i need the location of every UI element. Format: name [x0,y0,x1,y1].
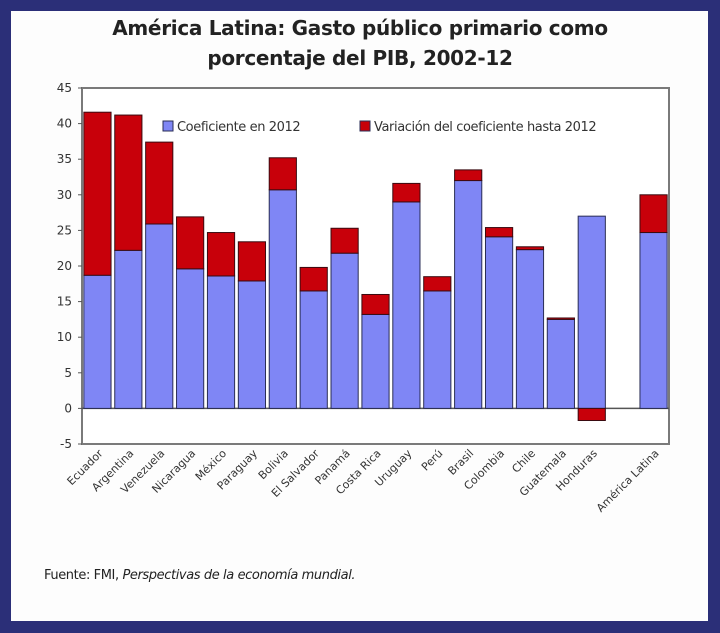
y-tick-label: 40 [57,117,72,131]
bar-variacion [268,157,297,191]
bar-variacion [176,216,205,270]
bar-coeficiente [454,180,483,409]
bar-variacion [423,276,452,292]
y-tick-label: 30 [57,188,72,202]
bar-coeficiente [114,249,143,409]
bar-variacion [515,246,545,251]
bar-variacion [577,407,606,422]
legend-swatch-variacion [359,120,371,132]
y-tick-label: 10 [57,330,72,344]
legend-label-coeficiente: Coeficiente en 2012 [177,120,300,135]
y-tick-label: 35 [57,152,72,166]
bar-coeficiente [299,290,328,409]
bar-variacion [237,241,267,282]
chart-title-line-1: América Latina: Gasto público primario c… [112,16,608,40]
bar-coeficiente [423,290,452,409]
bar-variacion [83,111,112,276]
y-tick-label: 5 [64,366,72,380]
bar-coeficiente [206,275,236,409]
y-tick-label: 45 [57,81,72,95]
bar-variacion [454,169,483,182]
bar-coeficiente [176,268,205,409]
source-title: Perspectivas de la economía mundial. [122,568,356,583]
y-tick-label: 0 [64,401,72,415]
bar-coeficiente [237,280,267,409]
legend-label-variacion: Variación del coeficiente hasta 2012 [374,120,596,135]
x-tick-label: Chile [509,447,538,476]
y-tick-label: 15 [57,295,72,309]
bar-coeficiente [639,232,668,409]
bar-variacion [639,194,668,234]
legend: Coeficiente en 2012 Variación del coefici… [162,120,597,135]
bar-coeficiente [546,318,575,409]
bar-variacion [299,266,328,292]
bar-coeficiente [145,223,174,409]
legend-swatch-coeficiente [162,120,174,132]
y-axis: -5 0 5 10 15 20 25 30 35 40 45 [57,81,82,451]
bar-coeficiente [515,249,545,409]
bar-coeficiente [268,189,297,409]
x-tick-label: América Latina [594,447,662,515]
source-note: Fuente: FMI, Perspectivas de la economía… [44,568,356,583]
bar-coeficiente [330,252,359,409]
bar-coeficiente [577,215,606,409]
bar-variacion [145,141,174,225]
bar-variacion [484,227,514,238]
y-tick-label: 25 [57,223,72,237]
y-tick-label: 20 [57,259,72,273]
y-tick-label: -5 [60,437,72,451]
bar-variacion [546,317,575,320]
bar-variacion [361,293,390,315]
bar-coeficiente [361,313,390,409]
x-tick-label: Perú [419,447,446,474]
chart-title-line-2: porcentaje del PIB, 2002-12 [207,46,513,70]
bar-coeficiente [392,201,421,409]
bar-variacion [392,182,421,203]
bar-coeficiente [484,236,514,409]
bar-variacion [206,232,236,277]
bars [83,111,668,422]
bar-variacion [114,114,143,251]
source-label: Fuente: FMI, [44,568,119,583]
bar-variacion [330,227,359,254]
bar-coeficiente [83,274,112,409]
x-axis: EcuadorArgentinaVenezuelaNicaraguaMéxico… [65,447,662,515]
